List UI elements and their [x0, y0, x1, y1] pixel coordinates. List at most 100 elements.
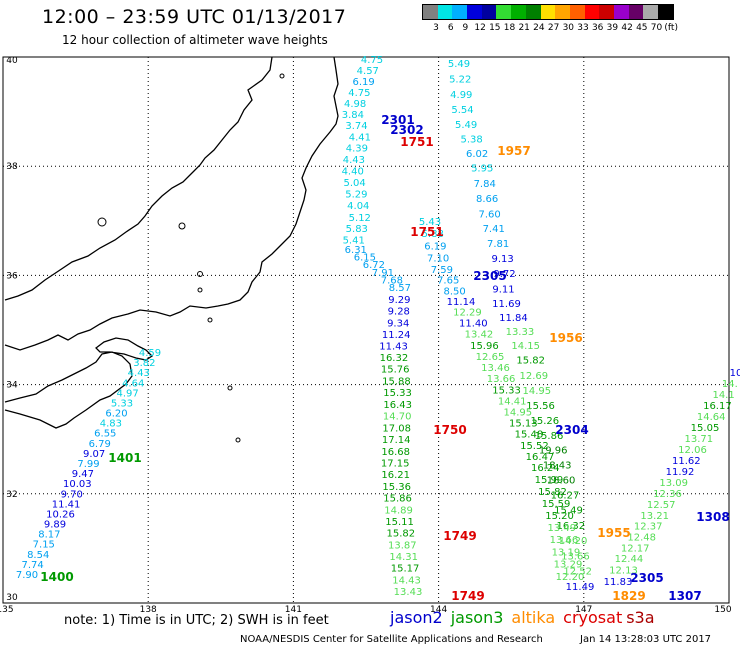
- swh-value-label: 16.68: [381, 447, 410, 458]
- legend-jason2: jason2: [390, 608, 443, 627]
- pass-time-label: 1955: [597, 526, 630, 540]
- lat-tick-label: 32: [6, 490, 17, 500]
- swh-value-label: 11.49: [566, 582, 595, 593]
- page-subtitle: 12 hour collection of altimeter wave hei…: [62, 33, 328, 47]
- island-shape: [197, 287, 203, 293]
- swh-value-label: 4.40: [342, 166, 364, 177]
- swh-value-label: 15.05: [691, 423, 720, 434]
- lon-tick-label: 138: [140, 605, 157, 615]
- swh-value-label: 15.36: [382, 482, 411, 493]
- color-scale-swatch: [467, 5, 482, 19]
- swh-value-label: 8.17: [38, 530, 60, 541]
- swh-value-label: 4.75: [348, 88, 370, 99]
- swh-value-label: 15.20: [545, 511, 574, 522]
- swh-value-label: 15.49: [554, 506, 583, 517]
- graticule: [3, 57, 729, 603]
- swh-value-label: 7.65: [437, 276, 459, 287]
- swh-value-label: 8.66: [476, 194, 498, 205]
- swh-value-label: 11.40: [459, 319, 488, 330]
- altimeter-tracks: 7.907.748.547.158.179.8910.2611.419.7010…: [16, 55, 740, 598]
- swh-value-label: 14.41: [498, 396, 527, 407]
- color-scale-swatch: [540, 5, 556, 19]
- swh-value-label: 7.41: [483, 224, 505, 235]
- island-shape: [207, 317, 213, 323]
- swh-value-label: 16.24: [531, 463, 560, 474]
- pass-time-label: 2305: [630, 571, 663, 585]
- swh-value-label: 12.69: [519, 371, 548, 382]
- map-frame: [2, 56, 730, 604]
- color-scale-label: 39: [606, 23, 619, 33]
- lon-tick-label: 147: [575, 605, 592, 615]
- credit-line: NOAA/NESDIS Center for Satellite Applica…: [240, 634, 543, 645]
- pass-time-label: 1307: [668, 589, 701, 603]
- legend-s3a: s3a: [626, 608, 655, 627]
- swh-value-label: 13.42: [465, 330, 494, 341]
- pass-time-label: 1749: [443, 529, 476, 543]
- swh-value-label: 14.70: [383, 412, 412, 423]
- swh-value-label: 8.54: [27, 550, 49, 561]
- legend-jason3: jason3: [450, 608, 504, 627]
- swh-value-label: 15.11: [385, 517, 414, 528]
- pass-time-label: 1750: [433, 423, 466, 437]
- island-shape: [279, 73, 285, 79]
- swh-value-label: 7.10: [427, 253, 449, 264]
- japan-coastline: [4, 56, 339, 429]
- swh-value-label: 9.13: [491, 254, 513, 265]
- swh-value-label: 16.27: [551, 491, 580, 502]
- swh-value-label: 4.57: [357, 66, 379, 77]
- color-scale-label: 36: [591, 23, 604, 33]
- color-scale-labels: 3 6 9 12 15 18 21 24 27 30 33 36 39 42 45 70 (ft): [422, 23, 678, 35]
- swh-value-label: 7.68: [381, 275, 403, 286]
- swh-value-label: 4.39: [346, 144, 368, 155]
- swh-value-label: 12.37: [634, 522, 663, 533]
- swh-value-label: 15.86: [383, 494, 412, 505]
- color-scale-swatch: [496, 5, 512, 19]
- swh-value-label: 15.82: [516, 356, 545, 367]
- swh-value-label: 13.71: [684, 434, 713, 445]
- color-scale-label: 9: [462, 23, 469, 33]
- swh-value-label: 15.17: [391, 564, 420, 575]
- swh-value-label: 14.31: [389, 552, 418, 563]
- altimeter-track: 5.435.886.197.107.597.658.5011.1412.2911…: [419, 217, 584, 583]
- swh-value-label: 11.84: [499, 313, 528, 324]
- swh-value-label: 15.76: [381, 365, 410, 376]
- color-scale-label: 15: [489, 23, 501, 33]
- swh-value-label: 5.83: [346, 224, 368, 235]
- swh-value-label: 7.15: [33, 540, 55, 551]
- color-scale-label: (ft): [664, 23, 678, 33]
- swh-value-label: 12.52: [563, 567, 592, 578]
- swh-value-label: 14.95: [522, 386, 551, 397]
- altimeter-track: 5.49 5.22 4.99 5.54 5.49 5.38 6.02 5.95 7.84 8.66…: [448, 59, 594, 593]
- altimeter-track: 1014.14.116.1714.6415.0513.7112.0611.621…: [604, 368, 740, 588]
- swh-value-label: 10.03: [63, 479, 92, 490]
- swh-value-label: 15.13: [509, 419, 538, 430]
- swh-value-label: 13.66: [550, 535, 579, 546]
- color-scale-swatch: [423, 5, 438, 19]
- pass-time-label: 2302: [390, 123, 423, 137]
- swh-value-label: 14.43: [392, 575, 421, 586]
- color-scale-swatch: [437, 5, 453, 19]
- lat-tick-label: 38: [6, 162, 18, 172]
- color-scale-swatch: [599, 5, 614, 19]
- color-scale-label: 45: [636, 23, 648, 33]
- pass-time-label: 1829: [612, 589, 645, 603]
- island-shape: [227, 385, 233, 391]
- generation-timestamp: Jan 14 13:28:03 UTC 2017: [580, 634, 712, 645]
- color-scale-label: 70: [650, 23, 663, 33]
- swh-value-label: 11.69: [492, 299, 521, 310]
- swh-value-label: 15.56: [526, 401, 555, 412]
- swh-value-label: 5.29: [345, 190, 367, 201]
- island-shape: [97, 217, 107, 227]
- color-scale-swatch: [658, 5, 673, 19]
- swh-value-label: 4.43: [343, 155, 365, 166]
- pass-time-label: 2304: [555, 423, 588, 437]
- swh-value-label: 11.43: [379, 341, 408, 352]
- swh-value-label: 16.47: [526, 452, 555, 463]
- swh-value-label: 15.96: [470, 341, 499, 352]
- swh-value-label: 7.60: [478, 209, 500, 220]
- satellite-legend: jason2 jason3 altika cryosat s3a: [390, 608, 663, 627]
- swh-value-label: 13.09: [659, 478, 688, 489]
- swh-value-label: 17.08: [382, 423, 411, 434]
